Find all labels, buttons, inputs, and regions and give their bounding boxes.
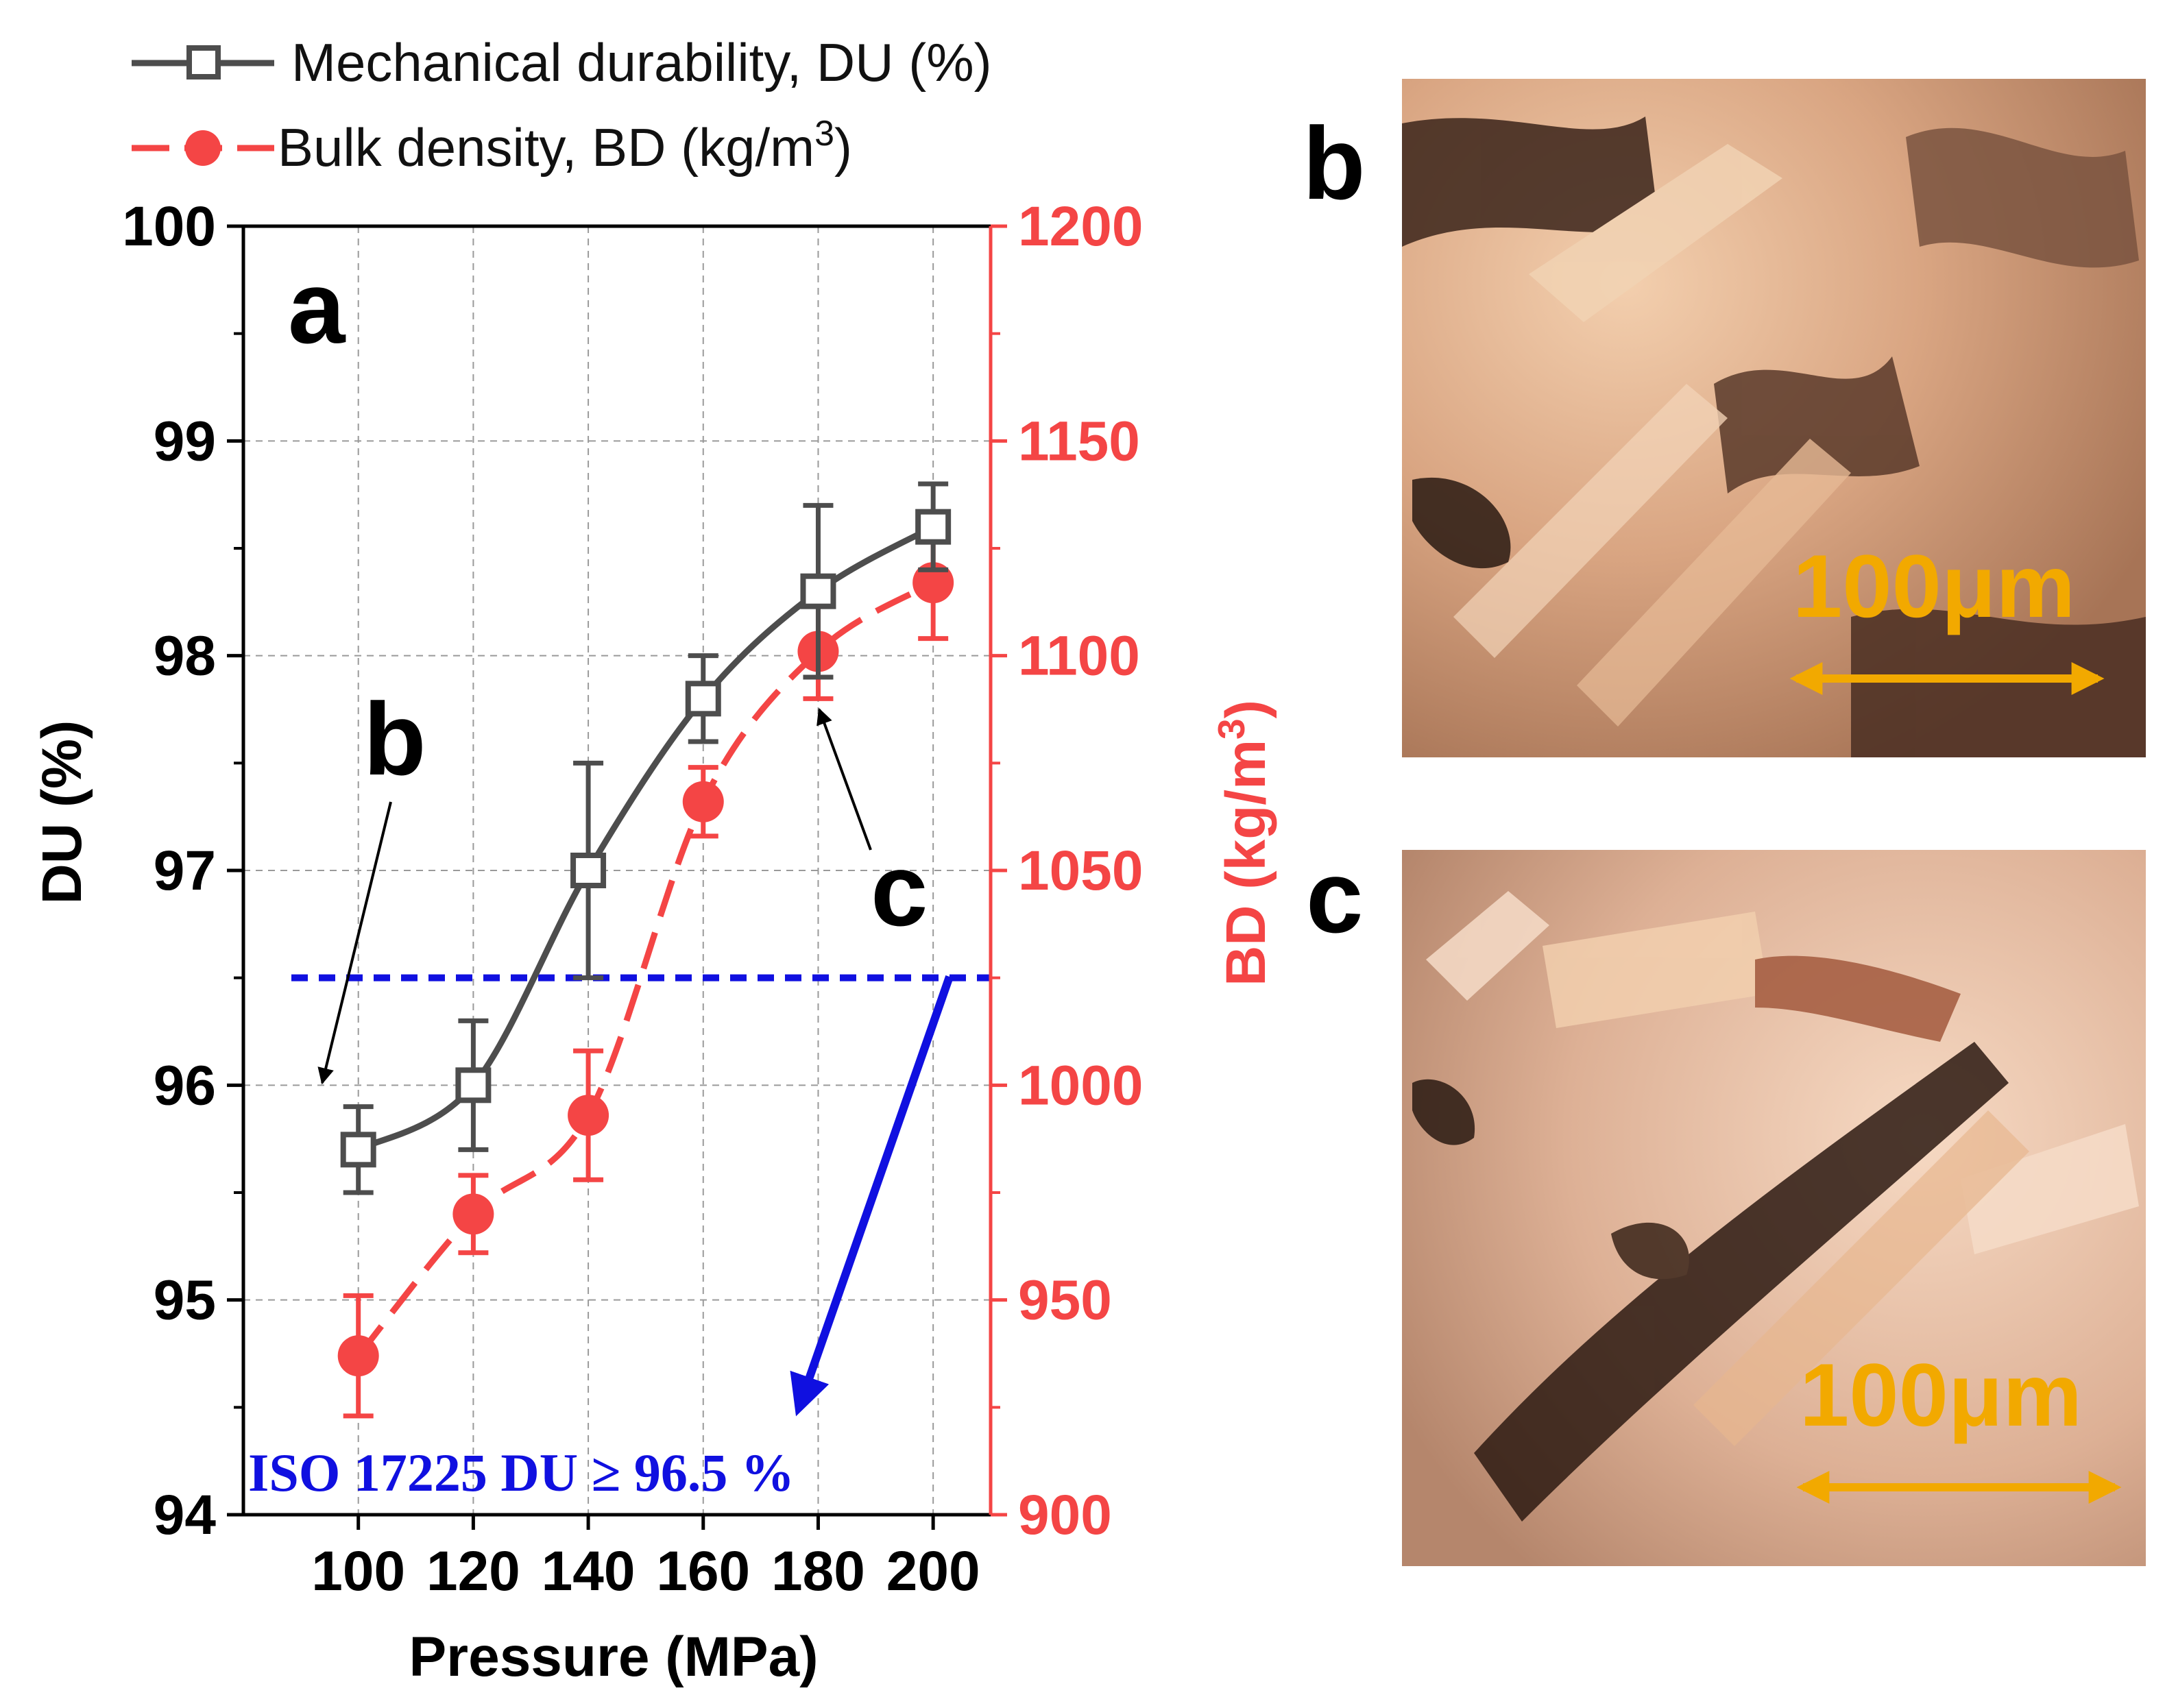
x-axis-title: Pressure (MPa)	[409, 1626, 818, 1688]
legend-du-label: Mechanical durability, DU (%)	[291, 32, 992, 93]
y2-tick-label: 900	[1018, 1484, 1112, 1546]
micrograph-c-texture	[1412, 891, 2139, 1522]
annotation-b-arrow	[317, 801, 392, 1085]
iso-label: ISO 17225 DU ≥ 96.5 %	[248, 1443, 795, 1502]
axes: 100 120 140 160 180 200 94 95 96 97 98 99 100 900 950 1…	[122, 195, 1143, 1602]
y-tick-label: 97	[154, 840, 216, 902]
annotation-b: b	[363, 681, 426, 796]
y-tick-label: 96	[154, 1054, 216, 1117]
du-point	[800, 573, 836, 609]
micrograph-b-texture	[1402, 117, 2146, 757]
x-tick-label: 180	[771, 1540, 865, 1602]
y2-axis-title: BD (kg/m3)	[1210, 700, 1277, 986]
legend-du-marker	[186, 45, 221, 80]
y2-tick-label: 1050	[1018, 840, 1143, 902]
du-series	[340, 481, 952, 1195]
panel-label-b: b	[1303, 106, 1366, 221]
legend-bd-label: Bulk density, BD (kg/m3)	[278, 114, 852, 178]
bd-series	[337, 524, 954, 1419]
x-tick-label: 100	[311, 1540, 405, 1602]
y2-tick-label: 1150	[1018, 410, 1140, 472]
legend-du: Mechanical durability, DU (%)	[132, 32, 992, 93]
bd-point	[682, 781, 724, 822]
micrograph-c: c 100μm	[1306, 839, 2146, 1566]
annotation-c: c	[871, 832, 928, 947]
bd-point	[452, 1193, 494, 1235]
x-tick-label: 200	[886, 1540, 980, 1602]
du-point	[455, 1067, 492, 1103]
y2-tick-label: 1000	[1018, 1054, 1143, 1117]
x-tick-label: 140	[542, 1540, 636, 1602]
y-tick-label: 99	[154, 410, 216, 472]
micrograph-b: b 100μm	[1303, 79, 2146, 757]
panel-label-c: c	[1306, 839, 1363, 954]
y2-tick-label: 1200	[1018, 195, 1143, 258]
legend: Mechanical durability, DU (%) Bulk densi…	[132, 32, 992, 178]
y-axis-title: DU (%)	[31, 720, 93, 905]
iso-arrow	[790, 975, 954, 1417]
bd-point	[568, 1095, 609, 1136]
bd-point	[337, 1335, 379, 1377]
du-point	[570, 853, 607, 888]
y-tick-label: 98	[154, 625, 216, 687]
du-point	[915, 509, 952, 545]
bd-series-line	[356, 580, 935, 1358]
micrograph-c-scale-label: 100μm	[1800, 1345, 2082, 1445]
x-tick-label: 120	[426, 1540, 520, 1602]
y2-tick-label: 1100	[1018, 625, 1140, 687]
micrograph-b-scale-label: 100μm	[1793, 536, 2075, 636]
x-tick-label: 160	[656, 1540, 750, 1602]
y-tick-label: 95	[154, 1269, 216, 1332]
legend-bd-marker	[185, 130, 221, 166]
y-tick-label: 94	[154, 1484, 217, 1546]
y-tick-label: 100	[122, 195, 216, 258]
y2-tick-label: 950	[1018, 1269, 1112, 1332]
du-point	[340, 1132, 376, 1168]
du-point	[685, 681, 721, 717]
bd-point	[912, 562, 954, 604]
panel-label-a: a	[288, 249, 346, 365]
legend-bd: Bulk density, BD (kg/m3)	[132, 114, 852, 178]
annotation-c-arrow	[817, 707, 872, 851]
du-series-line	[356, 524, 935, 1153]
